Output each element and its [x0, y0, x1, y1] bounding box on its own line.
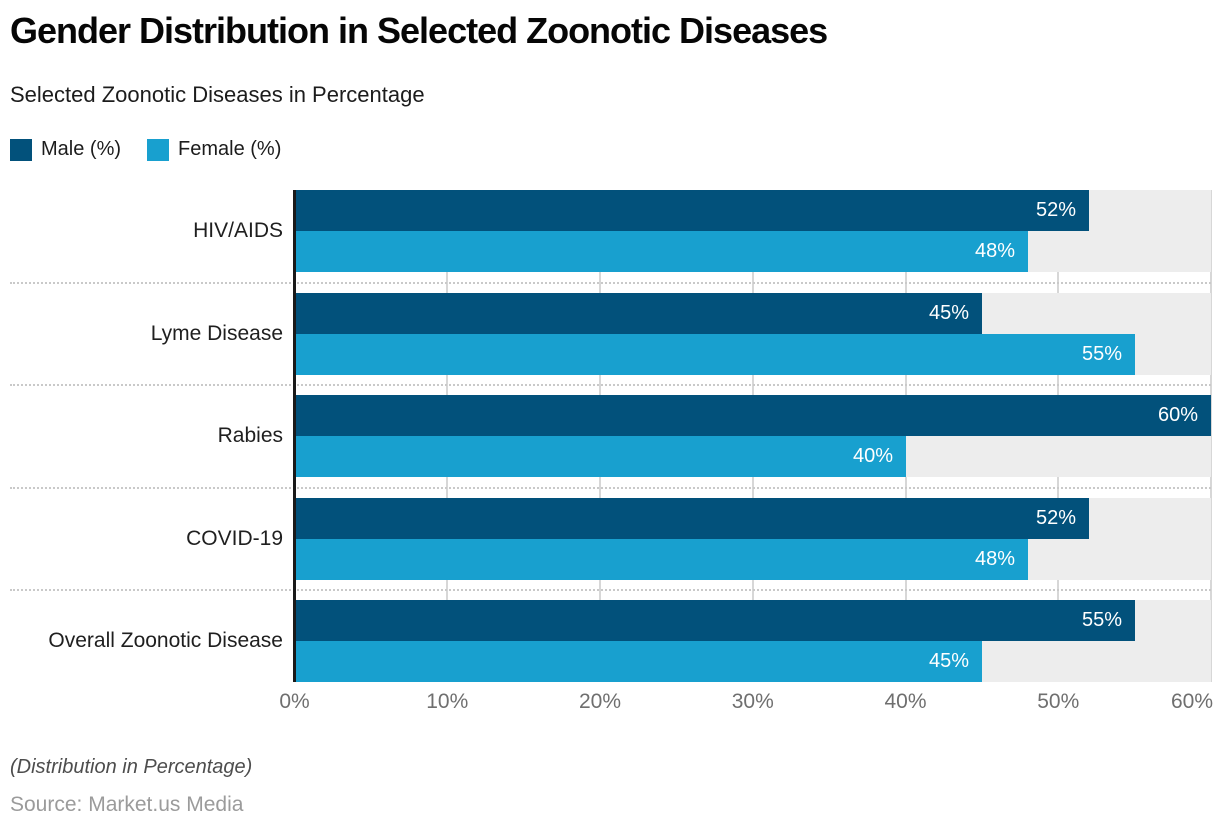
legend-label-female: Female (%)	[178, 138, 282, 160]
category-label: COVID-19	[186, 526, 283, 550]
bar-value-label: 45%	[928, 301, 969, 324]
category-label: Lyme Disease	[150, 321, 283, 345]
bar-female: 45%	[296, 641, 982, 682]
bar-male: 55%	[296, 600, 1135, 641]
male-color-swatch	[10, 138, 32, 161]
bar-value-label: 48%	[974, 240, 1015, 262]
category-label: Rabies	[217, 424, 283, 447]
dotted-separator	[10, 281, 1211, 284]
legend-item-female: Female (%)	[147, 138, 281, 161]
bar-female: 48%	[296, 538, 1028, 580]
x-tick-label: 50%	[1037, 690, 1080, 713]
legend-item-male: Male (%)	[10, 138, 121, 161]
source-text: Source: Market.us Media	[10, 793, 244, 816]
x-tick-label: 0%	[279, 690, 310, 713]
bar-value-label: 48%	[974, 547, 1015, 570]
gridline	[1210, 190, 1212, 682]
bar-value-label: 55%	[1081, 609, 1122, 631]
bar-female: 40%	[296, 436, 906, 477]
chart-title: Gender Distribution in Selected Zoonotic…	[10, 10, 828, 51]
bar-value-label: 45%	[928, 650, 969, 672]
bar-value-label: 52%	[1035, 199, 1076, 221]
x-tick-label: 30%	[731, 690, 774, 713]
bar-value-label: 60%	[1157, 404, 1198, 426]
y-axis-line	[293, 190, 296, 682]
category-label: HIV/AIDS	[193, 219, 283, 242]
bar-male: 52%	[296, 497, 1089, 539]
category-label: Overall Zoonotic Disease	[48, 629, 283, 652]
bar-value-label: 40%	[852, 445, 893, 467]
footnote: (Distribution in Percentage)	[10, 756, 253, 778]
dotted-separator	[10, 589, 1211, 592]
female-color-swatch	[147, 138, 170, 161]
bar-female: 48%	[296, 231, 1028, 272]
chart-subtitle: Selected Zoonotic Diseases in Percentage	[10, 82, 425, 107]
x-tick-label: 10%	[426, 690, 469, 713]
bar-male: 45%	[296, 292, 982, 334]
x-tick-label: 40%	[884, 690, 927, 713]
legend: Male (%) Female (%)	[10, 138, 281, 161]
x-tick-label: 20%	[578, 690, 622, 713]
dotted-separator	[10, 486, 1211, 489]
legend-label-male: Male (%)	[41, 138, 122, 160]
bar-value-label: 52%	[1035, 506, 1076, 529]
bar-value-label: 55%	[1081, 342, 1122, 365]
bar-male: 60%	[296, 395, 1211, 436]
x-tick-label: 60%	[1170, 690, 1213, 713]
dotted-separator	[10, 384, 1211, 387]
bar-male: 52%	[296, 190, 1089, 231]
bar-female: 55%	[296, 333, 1135, 375]
